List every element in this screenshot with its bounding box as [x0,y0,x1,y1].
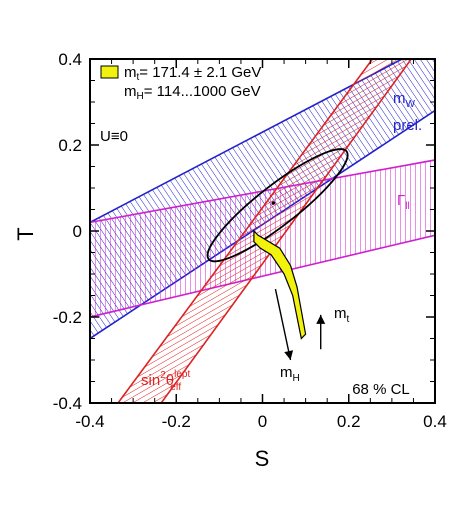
arrowhead-mH [284,350,294,360]
central-point [271,201,276,205]
sm-prediction-region [253,229,307,340]
legend-swatch [100,65,119,79]
svg-text:prel.: prel. [393,117,422,134]
constraint-label: U≡0 [100,128,128,145]
gamma-band-label: Γll [397,192,410,212]
y-tick-label: 0 [73,222,82,241]
tick-layer: -0.4-0.4 -0.2 -0.2 0 0 0.2 0.2 0.4 0.4 [53,50,447,431]
y-tick-label: -0.4 [53,394,82,413]
y-axis-title: T [13,227,38,240]
x-tick-label: -0.2 [162,412,191,431]
mh-arrow-label: mH [280,364,300,384]
legend-line2: mH= 114...1000 GeV [124,83,261,102]
sin2theta-band-label: sin2θlept eff [141,369,190,393]
y-tick-label: 0.2 [58,136,82,155]
legend-line1: mt= 171.4 ± 2.1 GeV [124,64,261,83]
arrowhead-mt [316,314,326,324]
x-tick-label: -0.4 [75,412,104,431]
x-tick-label: 0.4 [423,412,447,431]
mw-band-label: mW prel. [393,90,422,134]
x-axis-title: S [255,446,270,471]
confidence-label: 68 % CL [352,381,410,398]
svg-text:mW: mW [393,90,416,110]
y-tick-label: 0.4 [58,50,82,69]
mt-arrow-label: mt [334,305,350,325]
overlay-layer [206,148,349,340]
x-tick-label: 0.2 [337,412,361,431]
fit-ellipse [206,148,349,263]
arrow-mH [274,288,292,361]
x-tick-label: 0 [258,412,267,431]
legend: mt= 171.4 ± 2.1 GeV mH= 114...1000 GeV [100,64,261,102]
y-tick-label: -0.2 [53,308,82,327]
